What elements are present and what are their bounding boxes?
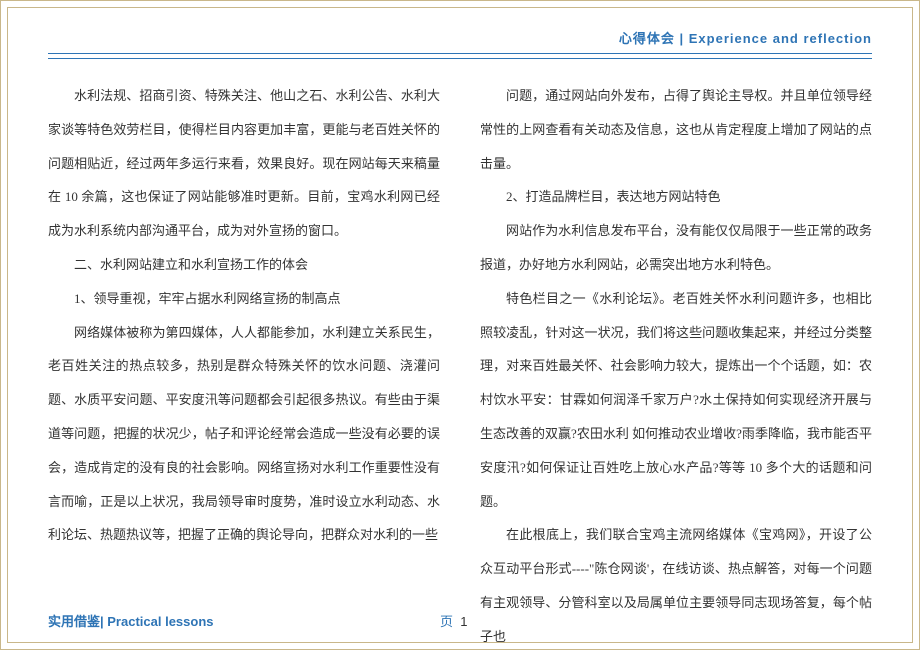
footer-label-en: Practical lessons <box>107 614 213 629</box>
body-paragraph: 网络媒体被称为第四媒体，人人都能参加，水利建立关系民生，老百姓关注的热点较多，热… <box>48 316 440 553</box>
page-header: 心得体会 | Experience and reflection <box>48 28 872 54</box>
page-number: 1 <box>460 614 467 629</box>
content-columns: 水利法规、招商引资、特殊关注、他山之石、水利公告、水利大家谈等特色效劳栏目，使得… <box>48 79 872 589</box>
header-rule <box>48 58 872 59</box>
body-paragraph: 问题，通过网站向外发布，占得了舆论主导权。并且单位领导经常性的上网查看有关动态及… <box>480 79 872 180</box>
page-frame: 心得体会 | Experience and reflection 水利法规、招商… <box>7 7 913 643</box>
subsection-heading: 2、打造品牌栏目，表达地方网站特色 <box>480 180 872 214</box>
section-heading: 二、水利网站建立和水利宣扬工作的体会 <box>48 248 440 282</box>
header-title-cn: 心得体会 <box>619 31 675 46</box>
footer-left: 实用借鉴| Practical lessons <box>48 611 214 630</box>
body-paragraph: 特色栏目之一《水利论坛》。老百姓关怀水利问题许多，也相比照较凌乱，针对这一状况，… <box>480 282 872 519</box>
column-left: 水利法规、招商引资、特殊关注、他山之石、水利公告、水利大家谈等特色效劳栏目，使得… <box>48 79 440 589</box>
header-title-en: Experience and reflection <box>689 31 872 46</box>
body-paragraph: 在此根底上，我们联合宝鸡主流网络媒体《宝鸡网》，开设了公众互动平台形式----"… <box>480 518 872 653</box>
body-paragraph: 网站作为水利信息发布平台，没有能仅仅局限于一些正常的政务报道，办好地方水利网站，… <box>480 214 872 282</box>
column-right: 问题，通过网站向外发布，占得了舆论主导权。并且单位领导经常性的上网查看有关动态及… <box>480 79 872 589</box>
subsection-heading: 1、领导重视，牢牢占据水利网络宣扬的制高点 <box>48 282 440 316</box>
footer-label-cn: 实用借鉴 <box>48 614 100 629</box>
body-paragraph: 水利法规、招商引资、特殊关注、他山之石、水利公告、水利大家谈等特色效劳栏目，使得… <box>48 79 440 248</box>
footer-page: 页 1 <box>440 611 467 630</box>
header-separator: | <box>675 31 689 46</box>
page-footer: 实用借鉴| Practical lessons 页 1 <box>48 611 872 630</box>
page-label: 页 <box>440 614 453 629</box>
